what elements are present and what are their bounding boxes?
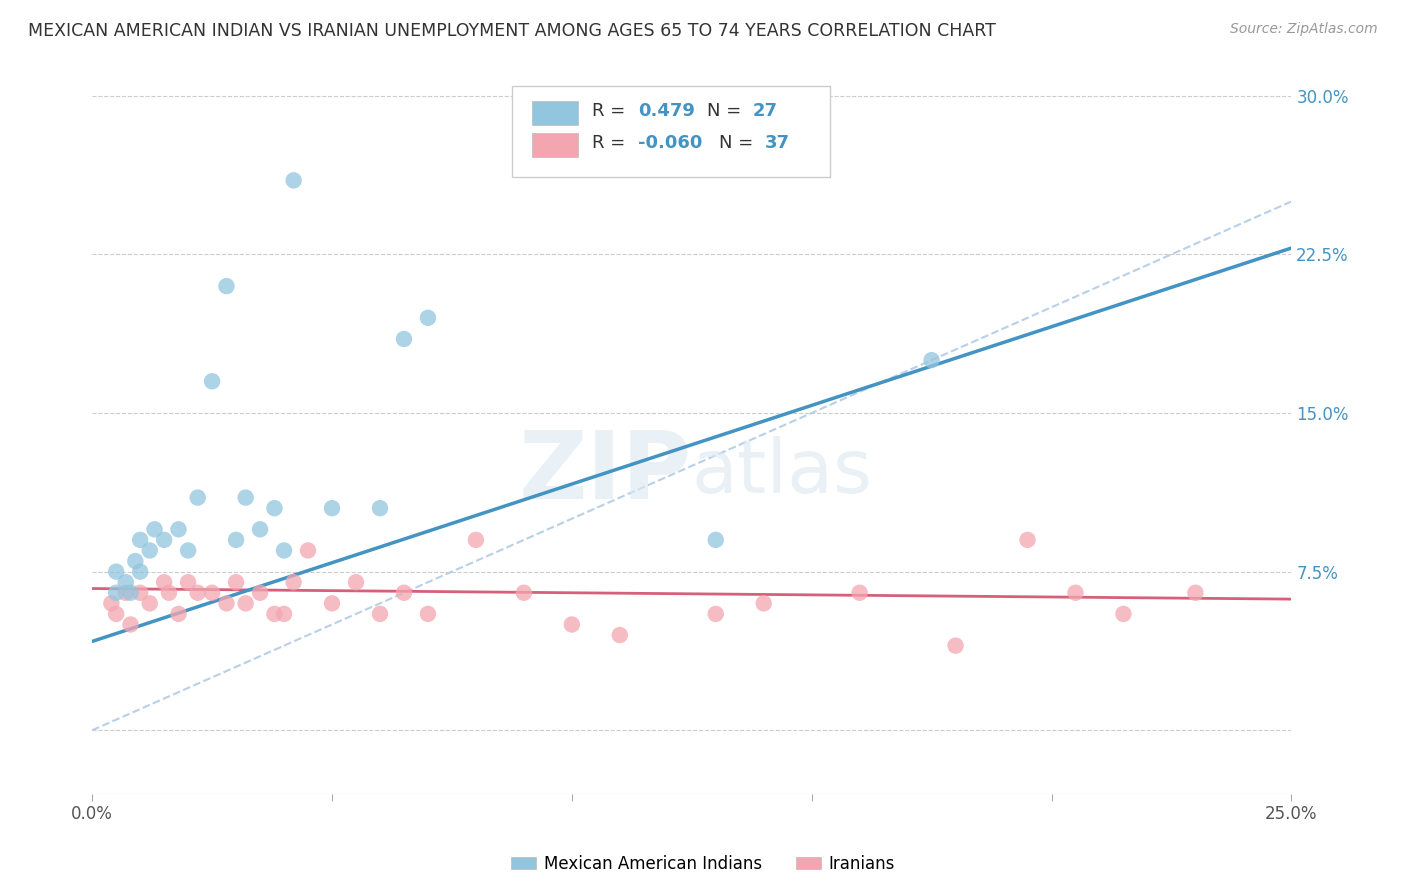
Legend: Mexican American Indians, Iranians: Mexican American Indians, Iranians (505, 848, 901, 880)
Text: ZIP: ZIP (519, 426, 692, 518)
Point (283, 575, 305, 590)
Point (215, 596, 238, 610)
Text: atlas: atlas (692, 436, 873, 509)
Point (235, 596, 257, 610)
FancyBboxPatch shape (533, 134, 578, 157)
Point (187, 586, 209, 600)
Point (609, 628, 631, 642)
Point (235, 491, 257, 505)
Point (215, 279, 238, 293)
Point (187, 491, 209, 505)
Point (138, 543, 160, 558)
Point (249, 522, 271, 536)
Point (167, 522, 190, 536)
Point (143, 522, 166, 536)
Point (321, 501, 343, 516)
Point (704, 533, 727, 547)
Point (201, 586, 224, 600)
Point (120, 617, 142, 632)
Point (513, 586, 536, 600)
Point (1064, 586, 1087, 600)
Point (105, 607, 128, 621)
Text: N =: N = (707, 102, 748, 120)
Point (752, 596, 775, 610)
Point (392, 586, 415, 600)
Point (921, 353, 943, 368)
Point (225, 575, 247, 590)
Point (129, 565, 152, 579)
Point (704, 607, 727, 621)
FancyBboxPatch shape (533, 102, 578, 125)
Text: 0.479: 0.479 (638, 102, 695, 120)
Point (249, 586, 271, 600)
Text: MEXICAN AMERICAN INDIAN VS IRANIAN UNEMPLOYMENT AMONG AGES 65 TO 74 YEARS CORREL: MEXICAN AMERICAN INDIAN VS IRANIAN UNEMP… (28, 22, 995, 40)
Point (297, 543, 319, 558)
Text: N =: N = (720, 134, 759, 152)
Text: -0.060: -0.060 (638, 134, 702, 152)
Point (153, 533, 176, 547)
Point (105, 586, 128, 600)
Point (273, 543, 295, 558)
Point (263, 501, 285, 516)
Point (368, 607, 391, 621)
Point (138, 596, 160, 610)
Text: R =: R = (592, 134, 631, 152)
Point (105, 565, 128, 579)
Point (201, 374, 224, 388)
Point (1112, 607, 1135, 621)
Point (416, 310, 439, 325)
Point (1184, 586, 1206, 600)
Point (464, 533, 486, 547)
Point (177, 575, 200, 590)
Point (945, 639, 967, 653)
Point (848, 586, 870, 600)
Point (120, 586, 142, 600)
Point (153, 575, 176, 590)
Point (124, 554, 146, 568)
Point (129, 533, 152, 547)
Text: 37: 37 (765, 134, 790, 152)
Point (263, 607, 285, 621)
Point (225, 533, 247, 547)
Point (177, 543, 200, 558)
Point (273, 607, 295, 621)
Point (392, 332, 415, 346)
Point (561, 617, 583, 632)
Point (157, 586, 180, 600)
Point (283, 173, 305, 187)
Point (416, 607, 439, 621)
Text: R =: R = (592, 102, 631, 120)
Point (100, 596, 122, 610)
FancyBboxPatch shape (512, 86, 830, 178)
Point (321, 596, 343, 610)
Point (114, 575, 136, 590)
Point (129, 586, 152, 600)
Point (167, 607, 190, 621)
Text: Source: ZipAtlas.com: Source: ZipAtlas.com (1230, 22, 1378, 37)
Text: 27: 27 (752, 102, 778, 120)
Point (344, 575, 367, 590)
Point (114, 586, 136, 600)
Point (368, 501, 391, 516)
Point (1017, 533, 1039, 547)
